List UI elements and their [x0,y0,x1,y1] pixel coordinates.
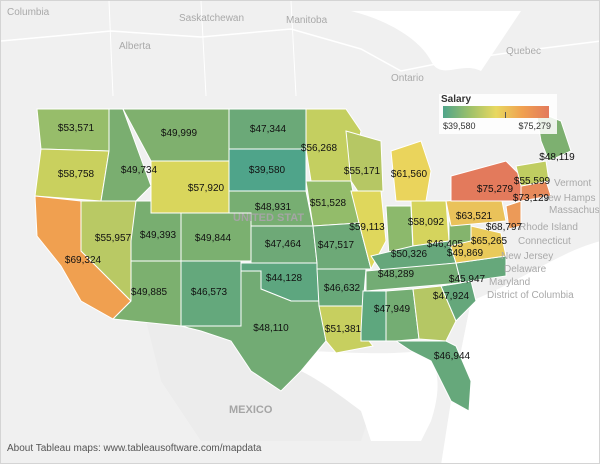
value-ID: $49,734 [121,165,158,176]
value-TN: $48,289 [378,269,415,280]
canada-border-line [1,28,599,72]
state-MS[interactable] [360,290,387,342]
value-TX: $48,110 [253,323,289,334]
value-PA: $63,521 [456,211,493,222]
atlantic-ocean [441,241,599,463]
legend-max-value: $75,279 [518,121,551,131]
state-GA[interactable] [412,285,457,342]
label-saskatchewan: Saskatchewan [179,13,244,24]
label-delaware: Delaware [504,264,547,275]
state-FL[interactable] [394,340,472,412]
value-WY: $57,920 [188,183,225,194]
salary-legend[interactable]: Salary $39,580 $75,279 [439,94,557,134]
label-new-jersey: New Jersey [501,251,553,262]
value-MI: $61,560 [391,169,428,180]
value-NJ: $68,797 [486,222,523,233]
value-VT: $55,599 [514,176,551,187]
value-IA: $51,528 [310,198,347,209]
value-IN: $50,326 [391,249,428,260]
province-lines [108,1,297,97]
label-mexico: MEXICO [229,404,273,416]
value-NY: $75,279 [477,184,514,195]
value-MT: $49,999 [161,128,198,139]
state-TX[interactable] [180,270,327,392]
label-new-hampshire: New Hamps [541,193,595,204]
value-NV: $55,957 [95,233,132,244]
state-AZ[interactable] [111,260,182,327]
value-MO: $47,517 [318,240,355,251]
value-OK: $44,128 [266,273,303,284]
value-CO: $49,844 [195,233,232,244]
legend-min-value: $39,580 [443,121,476,131]
value-NM: $46,573 [191,287,228,298]
state-values-layer: $53,571 $58,758 $69,324 $55,957 $49,734 … [58,123,575,362]
legend-tick [505,112,506,118]
value-AL: $47,949 [374,304,411,315]
value-AR: $46,632 [324,283,361,294]
value-CT: $73,129 [513,193,550,204]
label-maryland: Maryland [489,277,530,288]
hudson-bay [351,11,521,71]
value-AZ: $49,885 [131,287,168,298]
state-AL[interactable] [385,288,420,342]
label-quebec: Quebec [506,46,541,57]
label-massachusetts: Massachuse [549,205,600,216]
value-SD: $39,580 [249,165,286,176]
value-IL: $59,113 [349,222,385,233]
gulf-of-mexico [301,351,438,441]
label-connecticut: Connecticut [518,236,571,247]
value-SC: $45,947 [449,274,486,285]
value-NE: $48,931 [255,202,292,213]
label-manitoba: Manitoba [286,15,328,26]
states-layer[interactable] [34,108,572,412]
value-OR: $58,758 [58,169,95,180]
value-KS: $47,464 [265,239,302,250]
value-OH: $58,092 [408,217,445,228]
value-WV: $49,869 [447,248,484,259]
value-VA: $65,265 [471,236,508,247]
value-WI: $55,171 [344,166,381,177]
label-alberta: Alberta [119,41,151,52]
label-united-states: UNITED STAT [233,212,304,224]
label-vermont: Vermont [554,178,591,189]
legend-color-bar [443,106,549,118]
label-columbia: Columbia [7,7,50,18]
state-NJ[interactable] [505,200,522,230]
value-UT: $49,393 [140,230,177,241]
value-GA: $47,924 [433,291,470,302]
label-rhode-island: Rhode Island [519,222,578,233]
value-ME: $48,119 [539,152,575,163]
value-CA: $69,324 [65,255,102,266]
label-district-of-columbia: District of Columbia [487,290,574,301]
map-attribution[interactable]: About Tableau maps: www.tableausoftware.… [7,443,262,454]
value-KY: $46,405 [427,239,464,250]
value-LA: $51,381 [325,324,362,335]
state-MI[interactable] [390,140,432,202]
value-FL: $46,944 [434,351,471,362]
state-VT[interactable] [515,160,550,187]
legend-title: Salary [441,94,472,105]
value-ND: $47,344 [250,124,287,135]
value-MN: $56,268 [301,143,338,154]
label-ontario: Ontario [391,73,424,84]
value-WA: $53,571 [58,123,95,134]
